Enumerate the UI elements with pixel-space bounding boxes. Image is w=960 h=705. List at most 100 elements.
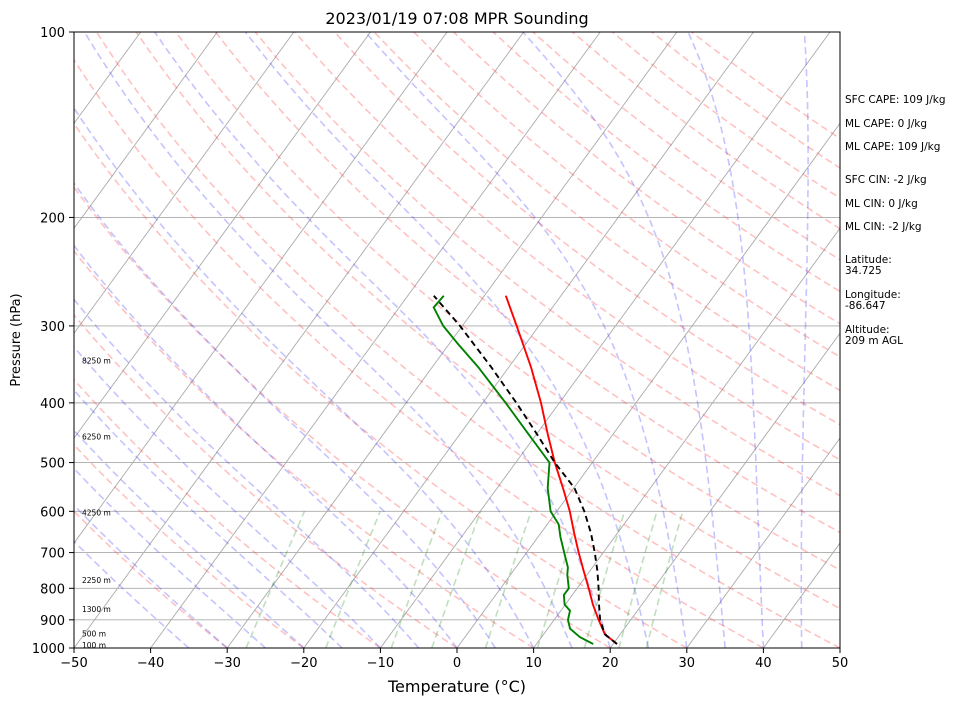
dry-adiabat [74, 249, 535, 648]
moist-adiabat [74, 244, 458, 648]
y-axis-label: Pressure (hPa) [9, 293, 24, 386]
x-tick-label: −50 [60, 656, 87, 671]
x-tick-label: 10 [525, 656, 542, 671]
ml-cin-label-2: ML CIN: -2 J/kg [845, 221, 922, 233]
ml-cape-label: ML CAPE: 0 J/kg [845, 118, 928, 130]
x-tick-label: −20 [290, 656, 317, 671]
temperature-trace [504, 295, 618, 645]
y-tick-label: 100 [40, 26, 65, 41]
longitude-label: Longitude: -86.647 [845, 289, 901, 312]
isotherm-line [74, 32, 525, 648]
moist-adiabat [364, 32, 688, 648]
dry-adiabat [74, 378, 381, 648]
height-label: 100 m [82, 641, 106, 650]
mixing-ratio-line [645, 511, 684, 648]
moist-adiabat [522, 32, 726, 648]
x-tick-label: 0 [453, 656, 461, 671]
isotherm-line [150, 32, 601, 648]
sfc-cin-label: SFC CIN: -2 J/kg [845, 174, 927, 186]
mixing-ratio-line [484, 511, 533, 648]
height-label: 2250 m [82, 576, 111, 585]
x-axis-label: Temperature (°C) [387, 677, 526, 696]
moist-adiabat [74, 345, 381, 648]
height-label: 1300 m [82, 605, 111, 614]
moist-adiabat [800, 32, 809, 648]
isotherm-line [686, 437, 840, 648]
x-tick-label: −30 [213, 656, 240, 671]
isotherm-line [226, 32, 678, 648]
y-tick-label: 500 [40, 457, 65, 472]
height-label: 500 m [82, 629, 106, 638]
dry-adiabat [74, 313, 458, 648]
isotherm-line [533, 227, 840, 648]
latitude-label: Latitude: 34.725 [845, 254, 892, 277]
moist-adiabat [74, 504, 228, 648]
x-tick-label: −40 [137, 656, 164, 671]
dry-adiabat [254, 32, 840, 497]
isotherm-line [74, 32, 371, 439]
x-tick-label: 40 [755, 656, 772, 671]
height-label: 4250 m [82, 509, 111, 518]
dry-adiabat [373, 32, 840, 392]
dry-adiabat [95, 32, 840, 648]
dry-adiabat [135, 32, 840, 610]
dry-adiabat [175, 32, 840, 571]
y-tick-label: 200 [40, 211, 65, 226]
dry-adiabat [74, 443, 305, 648]
mixing-ratio-line [431, 511, 482, 648]
dry-adiabat [333, 32, 840, 426]
moist-adiabat [244, 32, 650, 648]
isotherm-line [74, 32, 295, 334]
dry-adiabat [74, 510, 228, 648]
mixing-ratio-line [245, 510, 306, 648]
x-tick-label: −10 [367, 656, 394, 671]
height-label: 8250 m [82, 357, 111, 366]
dry-adiabat [74, 58, 764, 648]
parcel-profile-trace [433, 295, 618, 645]
isotherm-line [380, 32, 831, 648]
dry-adiabat [492, 32, 840, 293]
x-tick-label: 20 [602, 656, 619, 671]
height-label: 6250 m [82, 432, 111, 441]
y-tick-label: 400 [40, 397, 65, 412]
moist-adiabat [74, 467, 267, 648]
mixing-ratio-line [390, 511, 443, 648]
isotherm-line [456, 122, 840, 648]
sfc-cape-label: SFC CAPE: 109 J/kg [845, 94, 946, 106]
y-tick-label: 900 [40, 614, 65, 629]
mixing-ratio-line [536, 511, 582, 648]
isotherm-line [74, 32, 448, 544]
y-tick-label: 300 [40, 320, 65, 335]
altitude-label: Altitude: 209 m AGL [845, 324, 903, 347]
x-tick-label: 30 [679, 656, 696, 671]
moist-adiabat [83, 32, 573, 648]
dry-adiabat [214, 32, 840, 534]
isotherm-line [763, 542, 840, 648]
moist-adiabat [74, 429, 305, 648]
dry-adiabat [294, 32, 840, 461]
dry-adiabat [413, 32, 840, 358]
chart-title: 2023/01/19 07:08 MPR Sounding [325, 9, 588, 28]
y-tick-label: 1000 [32, 642, 65, 657]
ml-cape-label-2: ML CAPE: 109 J/kg [845, 141, 941, 153]
isotherm-line [303, 32, 754, 648]
moist-adiabat [154, 32, 611, 648]
moist-adiabat [74, 181, 496, 648]
x-tick-label: 50 [832, 656, 849, 671]
moist-adiabat [687, 32, 765, 648]
dewpoint-trace [432, 295, 594, 645]
dry-adiabat [74, 186, 611, 648]
y-tick-label: 800 [40, 582, 65, 597]
moist-adiabat [74, 106, 535, 648]
y-tick-label: 600 [40, 505, 65, 520]
mixing-ratio-line [618, 511, 658, 648]
isotherm-line [609, 332, 840, 648]
moist-adiabat [74, 298, 420, 648]
mixing-ratio-line [325, 510, 381, 648]
moist-adiabat [74, 389, 343, 648]
y-tick-label: 700 [40, 547, 65, 562]
ml-cin-label: ML CIN: 0 J/kg [845, 198, 918, 210]
mixing-ratio-line [583, 511, 626, 648]
isotherm-line [74, 32, 218, 230]
